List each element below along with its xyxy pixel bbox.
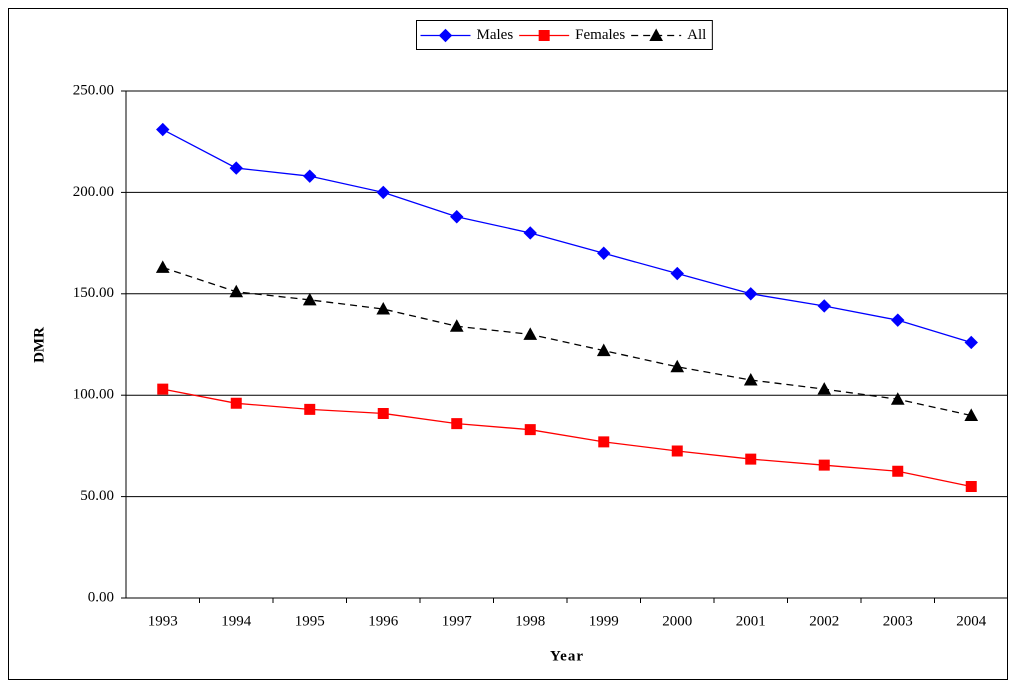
y-tick-label: 0.00	[88, 589, 114, 605]
x-axis-label: Year	[550, 648, 584, 664]
marker	[229, 284, 244, 298]
marker	[303, 169, 317, 183]
legend: Males Females All	[416, 20, 713, 50]
marker	[649, 28, 664, 41]
x-tick-label: 1998	[515, 613, 545, 629]
marker	[817, 299, 831, 313]
marker	[964, 408, 979, 421]
marker	[523, 226, 537, 240]
marker	[892, 465, 904, 477]
marker	[376, 301, 391, 315]
marker	[538, 30, 550, 41]
legend-label: All	[687, 27, 706, 43]
y-axis-label: DMR	[31, 327, 47, 363]
marker	[450, 210, 464, 224]
x-tick-label: 2001	[736, 613, 766, 629]
marker	[304, 403, 316, 415]
marker	[449, 319, 464, 332]
marker	[671, 445, 683, 457]
y-tick-label: 50.00	[80, 488, 114, 504]
marker	[745, 453, 757, 465]
marker	[891, 313, 905, 327]
series-line	[162, 266, 972, 417]
marker	[376, 185, 390, 200]
marker	[596, 343, 611, 357]
x-tick-label: 1996	[368, 613, 399, 629]
y-tick-label: 150.00	[73, 285, 114, 301]
marker	[890, 392, 905, 405]
marker	[451, 418, 463, 430]
y-tick-label: 200.00	[73, 184, 114, 200]
marker	[229, 161, 243, 175]
y-tick-label: 100.00	[73, 387, 114, 403]
marker	[156, 122, 170, 137]
marker	[157, 383, 169, 395]
marker	[302, 292, 317, 306]
marker	[670, 266, 684, 281]
marker	[377, 407, 389, 419]
x-tick-label: 2003	[883, 613, 913, 629]
x-tick-label: 1997	[442, 613, 473, 629]
x-tick-label: 2002	[809, 613, 839, 629]
legend-label: Females	[575, 27, 625, 43]
x-tick-label: 1995	[295, 613, 325, 629]
marker	[964, 335, 978, 350]
x-tick-label: 1993	[148, 613, 178, 629]
legend-label: Males	[477, 27, 514, 43]
marker	[438, 28, 453, 43]
marker	[818, 459, 830, 471]
marker	[965, 480, 977, 492]
marker	[597, 246, 611, 260]
series-line	[162, 388, 972, 488]
x-tick-label: 1994	[221, 613, 252, 629]
marker	[523, 327, 538, 340]
marker	[598, 436, 610, 448]
x-tick-label: 1999	[589, 613, 619, 629]
marker	[524, 424, 536, 436]
series-line	[162, 128, 972, 344]
marker	[744, 287, 758, 301]
chart-frame	[8, 8, 1008, 680]
y-tick-label: 250.00	[73, 82, 114, 98]
marker	[230, 397, 242, 409]
marker	[155, 260, 170, 273]
x-tick-label: 2004	[956, 613, 987, 629]
x-tick-label: 2000	[662, 613, 692, 629]
marker	[817, 382, 832, 395]
marker	[670, 359, 685, 373]
marker	[743, 372, 758, 386]
